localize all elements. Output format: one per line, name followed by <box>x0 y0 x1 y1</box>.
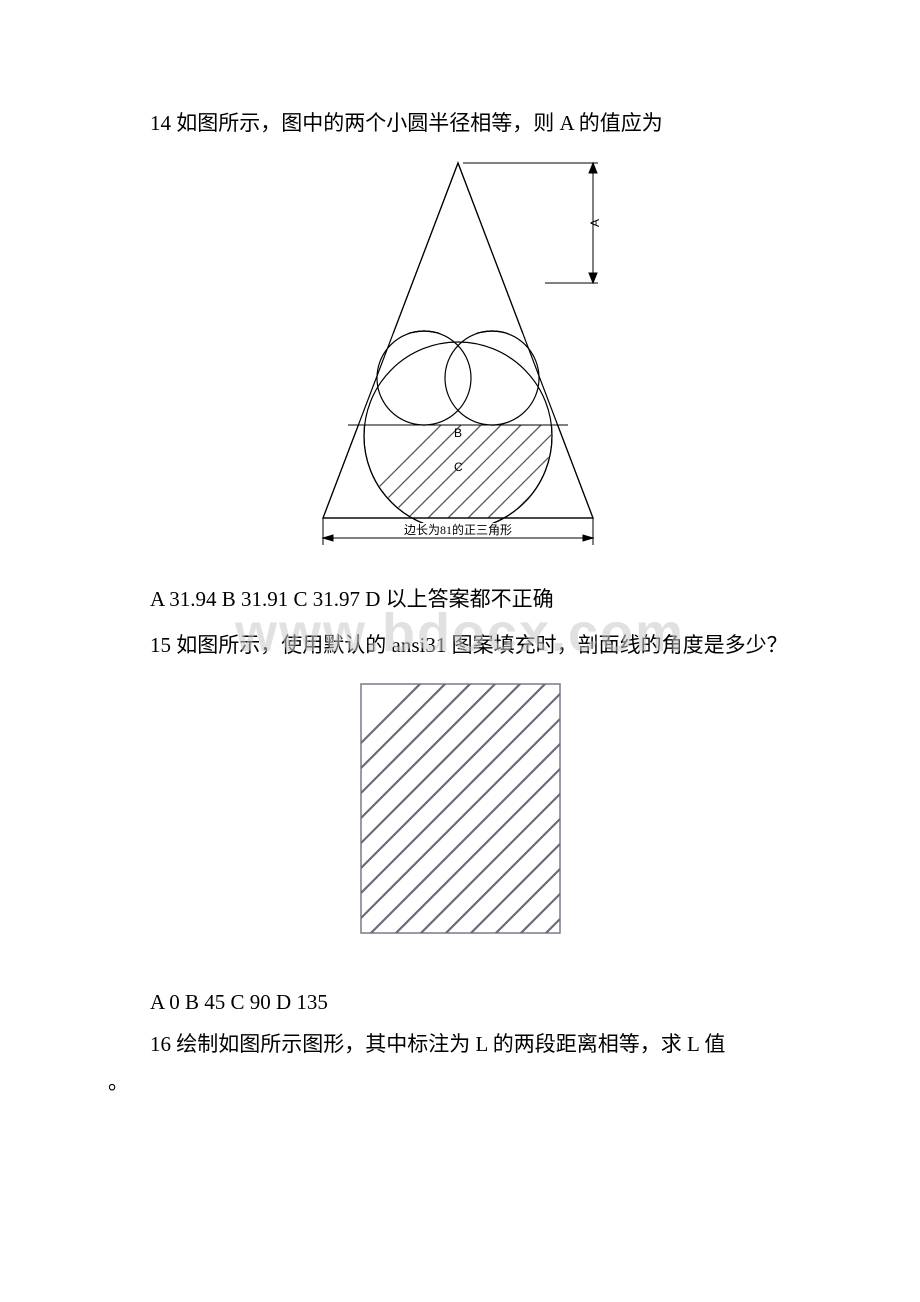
q15-answers: A 0 B 45 C 90 D 135 <box>108 984 812 1022</box>
q15-svg <box>353 676 568 941</box>
dimension-a <box>463 163 598 283</box>
label-a: A <box>588 219 602 227</box>
q16-suffix: 。 <box>108 1064 812 1102</box>
q14-figure: A B C 边长为81的正三角形 <box>108 153 812 553</box>
q14-answers: A 31.94 B 31.91 C 31.97 D 以上答案都不正确 <box>108 581 812 619</box>
q15-text: 15 如图所示，使用默认的 ansi31 图案填充时，剖面线的角度是多少？ <box>108 627 812 665</box>
q15-figure <box>108 676 812 946</box>
q14-text: 14 如图所示，图中的两个小圆半径相等，则 A 的值应为 <box>108 105 812 143</box>
label-c: C <box>454 460 463 474</box>
q14-svg: A B C 边长为81的正三角形 <box>293 153 628 548</box>
label-b: B <box>454 426 462 440</box>
page-content: 14 如图所示，图中的两个小圆半径相等，则 A 的值应为 <box>0 0 920 1102</box>
caption: 边长为81的正三角形 <box>403 522 511 537</box>
q16-text: 16 绘制如图所示图形，其中标注为 L 的两段距离相等，求 L 值 <box>108 1026 812 1064</box>
q15-rect <box>361 684 560 933</box>
